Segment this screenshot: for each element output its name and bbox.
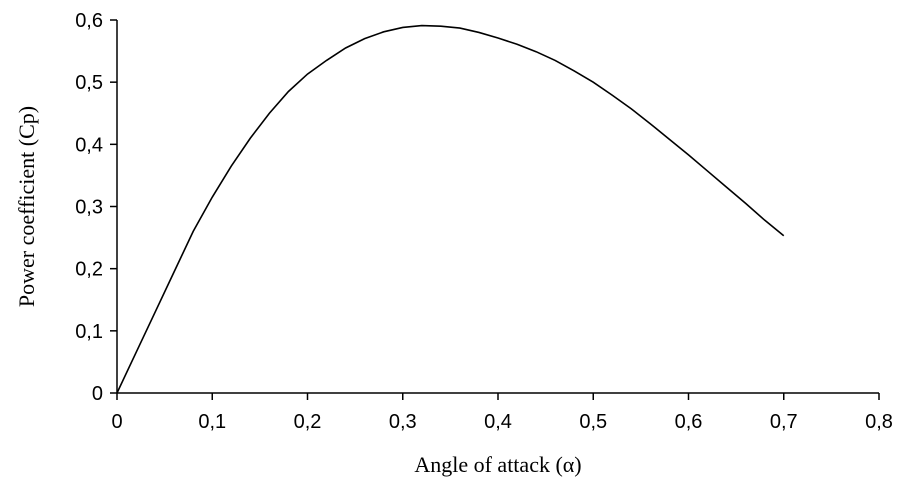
power-coefficient-line bbox=[116, 24, 785, 394]
x-tick-label: 0,3 bbox=[389, 411, 417, 433]
y-tick-label: 0,6 bbox=[75, 10, 103, 32]
y-tick-label: 0,1 bbox=[75, 321, 103, 343]
x-ticks: 0 0,1 0,2 0,3 0,4 0,5 0,6 0,7 0,8 bbox=[111, 393, 893, 433]
x-tick-label: 0,2 bbox=[294, 411, 322, 433]
x-tick-label: 0,4 bbox=[484, 411, 512, 433]
x-tick-label: 0 bbox=[111, 411, 122, 433]
y-tick-label: 0 bbox=[92, 383, 103, 405]
y-tick-label: 0,5 bbox=[75, 72, 103, 94]
x-tick-label: 0,8 bbox=[865, 411, 893, 433]
plot-area: 0 0,1 0,2 0,3 0,4 0,5 0,6 0,7 0,8 00,10,20,30,40… bbox=[75, 10, 893, 433]
y-tick-label: 0,3 bbox=[75, 197, 103, 219]
x-tick-label: 0,5 bbox=[579, 411, 607, 433]
x-tick-label: 0,6 bbox=[675, 411, 703, 433]
x-axis-title: Angle of attack (α) bbox=[414, 452, 581, 477]
y-tick-label: 0,4 bbox=[75, 134, 103, 156]
x-tick-label: 0,1 bbox=[198, 411, 226, 433]
y-axis-title: Power coefficient (Cp) bbox=[14, 106, 39, 307]
y-ticks: 0 0,1 0,2 0,3 0,4 0,5 0,6 bbox=[75, 10, 117, 405]
x-tick-label: 0,7 bbox=[770, 411, 798, 433]
y-tick-label: 0,2 bbox=[75, 259, 103, 281]
